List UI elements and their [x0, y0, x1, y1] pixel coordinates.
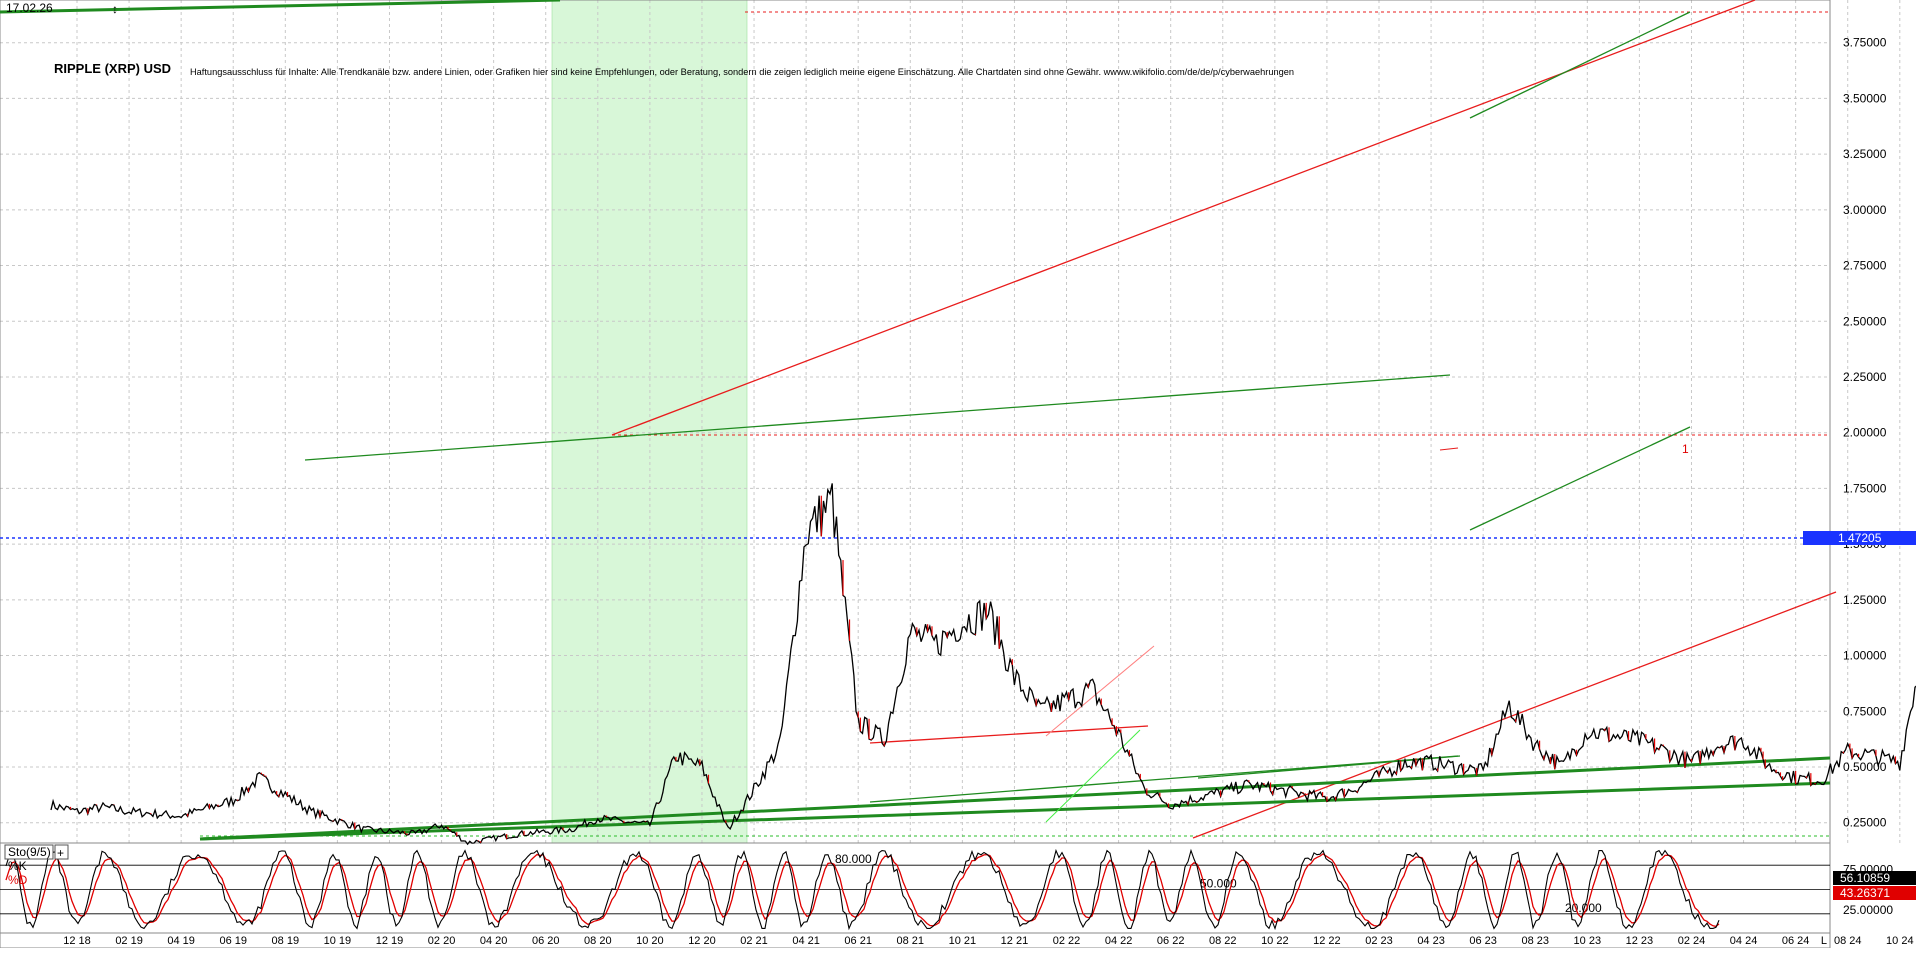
time-tick-label: 02 24 — [1678, 935, 1706, 947]
time-tick-label: 02 20 — [428, 935, 456, 947]
price-tick-label: 2.25000 — [1843, 370, 1887, 384]
time-tick-label: 10 21 — [949, 935, 977, 947]
trend-green-mid — [869, 755, 1459, 803]
time-tick-label: 04 21 — [792, 935, 820, 947]
trend-green-long-2 — [199, 781, 1831, 841]
grid — [0, 0, 1901, 843]
price-tick-label: 1.00000 — [1843, 649, 1887, 663]
stoch-d-line — [5, 853, 1720, 928]
trend-green-upper — [304, 374, 1451, 461]
k-value-tag: 56.10859 — [1833, 871, 1916, 885]
time-tick-label: 06 22 — [1157, 935, 1185, 947]
price-axis: 0.250000.500000.750001.000001.250001.500… — [1843, 36, 1887, 830]
time-tick-label: 10 23 — [1574, 935, 1602, 947]
time-tick-label: 12 22 — [1313, 935, 1341, 947]
price-tick-label: 0.75000 — [1843, 704, 1887, 718]
price-tick-label: 0.50000 — [1843, 760, 1887, 774]
time-tick-label: 04 23 — [1417, 935, 1445, 947]
trend-green-channel — [1469, 426, 1691, 531]
time-tick-label: 12 18 — [63, 935, 91, 947]
time-tick-label: 08 22 — [1209, 935, 1237, 947]
time-tick-label: 04 22 — [1105, 935, 1133, 947]
time-tick-label: 02 19 — [115, 935, 143, 947]
time-tick-label: 12 20 — [688, 935, 716, 947]
drag-handle-icon[interactable]: ↕ — [112, 2, 118, 16]
time-tick-label: 06 20 — [532, 935, 560, 947]
price-tick-label: 2.50000 — [1843, 314, 1887, 328]
price-tick-label: 2.00000 — [1843, 426, 1887, 440]
stoch-tick-label: 25.00000 — [1843, 903, 1893, 917]
time-tick-label: 06 23 — [1469, 935, 1497, 947]
price-tick-label: 0.25000 — [1843, 816, 1887, 830]
time-tick-label: 08 20 — [584, 935, 612, 947]
price-tick-label: 3.00000 — [1843, 203, 1887, 217]
time-tick-label: 10 20 — [636, 935, 664, 947]
time-tick-label: 10 22 — [1261, 935, 1289, 947]
time-tick-label: 12 19 — [376, 935, 404, 947]
time-tick-label: 06 19 — [219, 935, 247, 947]
time-axis: 12 18 02 19 04 19 06 19 08 19 10 19 12 19 02 20… — [0, 932, 1914, 947]
indicator-expand-button[interactable] — [54, 844, 69, 860]
time-tick-label: 06 24 — [1782, 935, 1810, 947]
time-tick-label: 08 23 — [1521, 935, 1549, 947]
time-tick-label: 12 23 — [1626, 935, 1654, 947]
time-tick-label: 02 21 — [740, 935, 768, 947]
time-tick-label: 04 24 — [1730, 935, 1758, 947]
k-value: 56.10859 — [1840, 871, 1890, 885]
trend-red-steep — [1045, 645, 1155, 737]
current-price-tag: 1.47205 — [1803, 531, 1916, 545]
trend-red-lower — [1192, 591, 1837, 839]
time-axis-end-label: L — [1821, 935, 1827, 947]
indicator-name-box[interactable] — [4, 844, 54, 860]
time-tick-label: 06 21 — [844, 935, 872, 947]
chart-title: RIPPLE (XRP) USD — [54, 61, 171, 76]
d-value: 43.26371 — [1840, 886, 1890, 900]
trend-red-box — [869, 725, 1149, 744]
price-tick-label: 2.75000 — [1843, 259, 1887, 273]
annotation-1: 1 — [1682, 442, 1689, 456]
d-value-tag: 43.26371 — [1833, 886, 1916, 900]
trend-green-peak — [1469, 11, 1691, 119]
time-tick-label: 08 21 — [897, 935, 925, 947]
trend-red-tick — [1439, 447, 1459, 451]
plus-icon[interactable]: + — [57, 846, 64, 860]
stoch-level-label: 80.000 — [835, 852, 872, 866]
indicator-name[interactable]: Sto(9/5) — [8, 845, 51, 859]
time-tick-label: 02 23 — [1365, 935, 1393, 947]
trend-green-top-left — [0, 0, 561, 14]
disclaimer-text: Haftungsausschluss für Inhalte: Alle Tre… — [190, 67, 1294, 77]
price-tick-label: 1.25000 — [1843, 593, 1887, 607]
price-tick-label: 3.25000 — [1843, 147, 1887, 161]
time-tick-label: 04 19 — [167, 935, 195, 947]
stoch-k-line — [5, 848, 1720, 931]
time-tick-label: 04 20 — [480, 935, 508, 947]
current-price-tag-box — [1803, 531, 1916, 545]
date-label: 17.02.26 — [6, 1, 53, 15]
time-tick-label: 02 22 — [1053, 935, 1081, 947]
time-tick-label: 08 19 — [272, 935, 300, 947]
trend-green-long-1 — [199, 756, 1831, 841]
trend-lines — [0, 0, 1837, 841]
price-tick-label: 3.50000 — [1843, 91, 1887, 105]
current-price-value: 1.47205 — [1838, 531, 1882, 545]
price-tick-label: 3.75000 — [1843, 36, 1887, 50]
price-tick-label: 1.75000 — [1843, 481, 1887, 495]
trend-green-steep — [1045, 729, 1141, 823]
price-series — [50, 483, 1916, 846]
price-line — [50, 483, 1916, 846]
time-tick-label: 08 24 — [1834, 935, 1862, 947]
time-tick-label: 10 19 — [324, 935, 352, 947]
time-tick-label: 12 21 — [1001, 935, 1029, 947]
d-legend: %D — [8, 873, 28, 887]
time-tick-label: 10 24 — [1886, 935, 1914, 947]
k-legend: %K — [8, 859, 27, 873]
